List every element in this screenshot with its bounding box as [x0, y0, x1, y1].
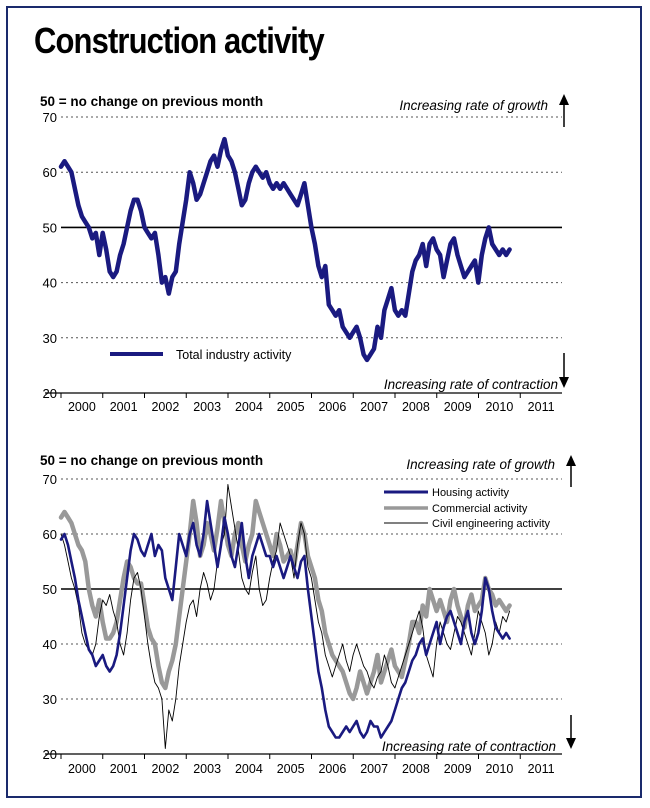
series-line-civil-engineering-activity — [60, 484, 511, 749]
y-tick-label: 60 — [43, 165, 57, 180]
growth-annotation: Increasing rate of growth — [399, 98, 548, 113]
y-tick-label: 30 — [43, 331, 57, 346]
y-tick-label: 20 — [43, 747, 57, 762]
gridlines — [45, 478, 562, 755]
x-tick-label: 2003 — [193, 400, 221, 414]
x-tick-label: 2005 — [277, 400, 305, 414]
legend: Total industry activity — [110, 348, 292, 362]
x-tick-label: 2008 — [402, 400, 430, 414]
x-tick-label: 2008 — [402, 762, 430, 776]
x-tick-label: 2001 — [110, 762, 138, 776]
up-arrow-icon — [566, 455, 576, 466]
direction-arrows — [566, 455, 576, 749]
x-tick-label: 2000 — [68, 762, 96, 776]
legend-label-housing: Housing activity — [432, 487, 510, 499]
x-tick-label: 2006 — [318, 762, 346, 776]
y-tick-label: 50 — [43, 220, 57, 235]
y-axis-ticks: 20 30 40 50 60 70 — [43, 472, 57, 762]
x-tick-label: 2006 — [318, 400, 346, 414]
series-line-housing-activity — [59, 499, 511, 739]
total-activity-chart: 50 = no change on previous month Increas… — [40, 94, 569, 414]
up-arrow-icon — [559, 94, 569, 105]
x-tick-label: 2007 — [360, 762, 388, 776]
chart-note: 50 = no change on previous month — [40, 453, 263, 468]
y-tick-label: 70 — [43, 472, 57, 487]
series-lines — [58, 136, 512, 363]
x-tick-label: 2001 — [110, 400, 138, 414]
x-tick-label: 2003 — [193, 762, 221, 776]
x-tick-label: 2010 — [485, 762, 513, 776]
x-tick-label: 2005 — [277, 762, 305, 776]
legend-label-total: Total industry activity — [176, 348, 292, 362]
legend-label-commercial: Commercial activity — [432, 503, 528, 515]
y-tick-label: 30 — [43, 692, 57, 707]
y-tick-label: 70 — [43, 110, 57, 125]
x-tick-label: 2010 — [485, 400, 513, 414]
y-tick-label: 50 — [43, 582, 57, 597]
y-tick-label: 40 — [43, 637, 57, 652]
sector-activity-chart: 50 = no change on previous month Increas… — [40, 453, 576, 776]
x-tick-label: 2000 — [68, 400, 96, 414]
x-tick-label: 2004 — [235, 762, 263, 776]
y-axis-ticks: 20 30 40 50 60 70 — [43, 110, 57, 401]
x-tick-label: 2011 — [528, 762, 555, 776]
x-tick-label: 2011 — [528, 400, 555, 414]
x-tick-label: 2002 — [151, 400, 179, 414]
x-tick-label: 2009 — [444, 400, 472, 414]
direction-arrows — [559, 94, 569, 388]
legend-label-civil: Civil engineering activity — [432, 518, 550, 530]
x-tick-label: 2007 — [360, 400, 388, 414]
series-line-total-industry-activity — [58, 136, 512, 363]
x-axis-ticks: 2000 2001 2002 2003 2004 2005 2006 2007 2008 2009… — [60, 393, 555, 414]
x-tick-label: 2002 — [151, 762, 179, 776]
y-tick-label: 20 — [43, 386, 57, 401]
x-tick-label: 2009 — [444, 762, 472, 776]
x-tick-label: 2004 — [235, 400, 263, 414]
x-axis-ticks: 2000 2001 2002 2003 2004 2005 2006 2007 2008 2009… — [60, 754, 555, 776]
series-lines — [58, 484, 512, 749]
y-tick-label: 40 — [43, 276, 57, 291]
y-tick-label: 60 — [43, 527, 57, 542]
down-arrow-icon — [566, 738, 576, 749]
page-title: Construction activity — [34, 20, 325, 61]
contraction-annotation: Increasing rate of contraction — [382, 739, 556, 754]
down-arrow-icon — [559, 377, 569, 388]
contraction-annotation: Increasing rate of contraction — [384, 377, 558, 392]
legend: Housing activity Commercial activity Civ… — [384, 487, 550, 530]
growth-annotation: Increasing rate of growth — [406, 457, 555, 472]
gridlines — [45, 116, 562, 394]
chart-note: 50 = no change on previous month — [40, 94, 263, 109]
series-line-commercial-activity — [58, 498, 512, 702]
